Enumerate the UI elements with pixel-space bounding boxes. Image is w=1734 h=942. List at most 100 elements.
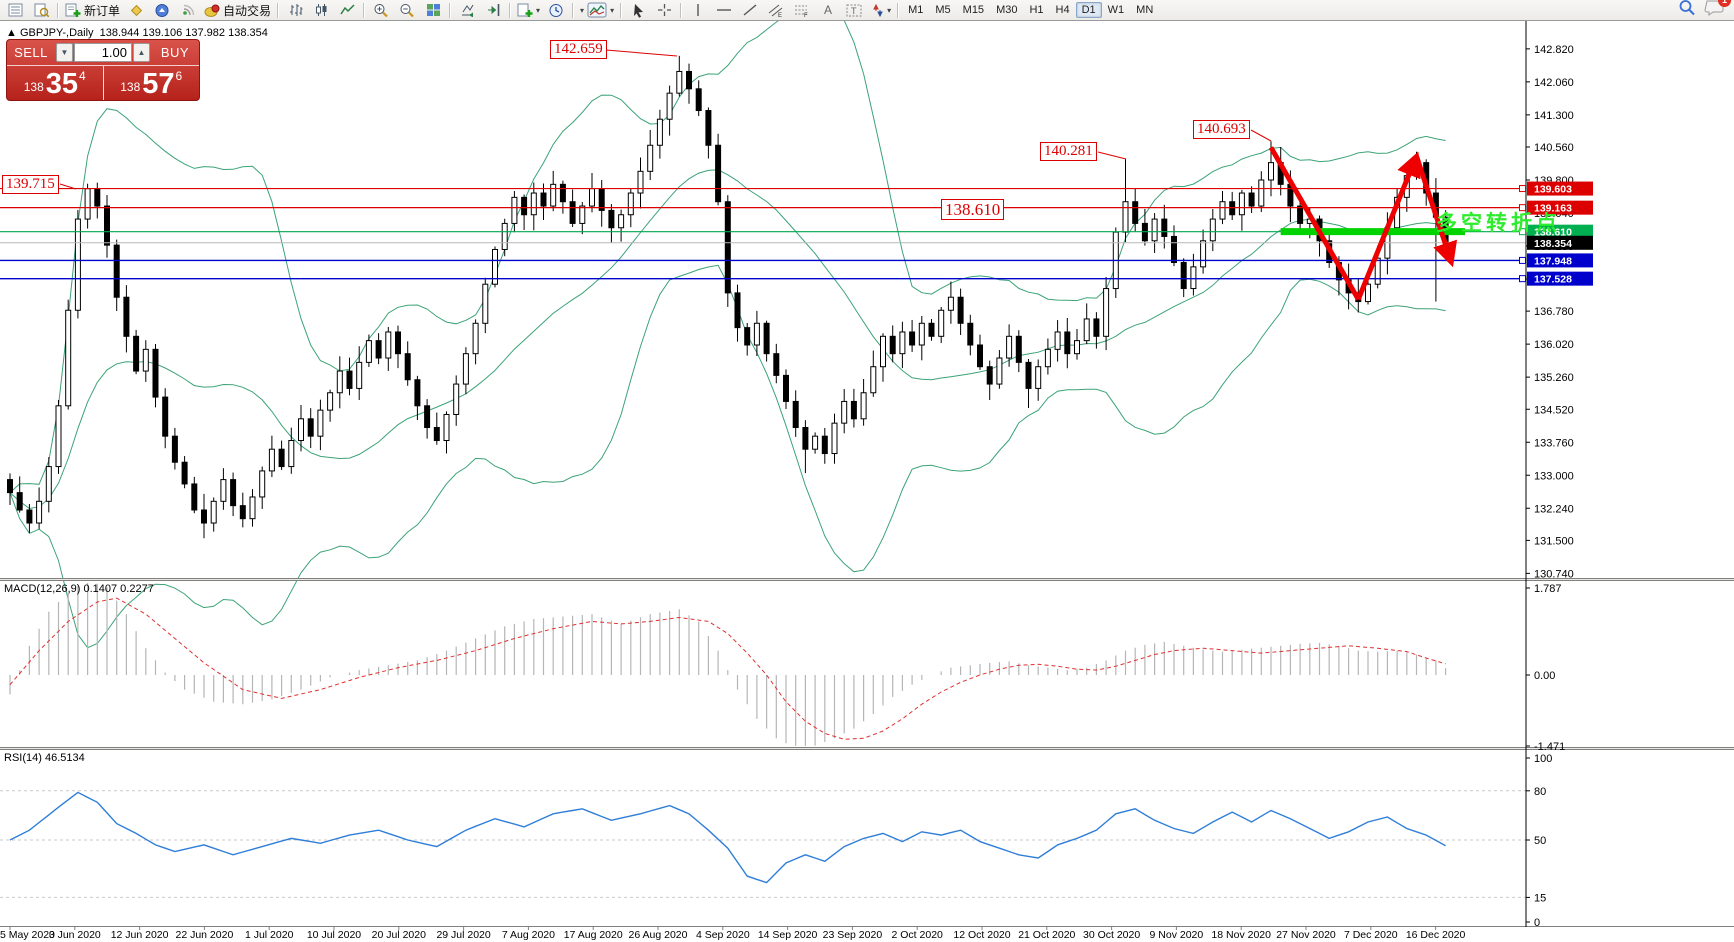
candlestick-icon (314, 3, 329, 17)
candle-body (744, 327, 751, 346)
svg-text:F: F (804, 13, 808, 18)
candle-body (918, 322, 925, 346)
timeframe-m15[interactable]: M15 (962, 4, 985, 16)
rsi-indicator-label: RSI(14) 46.5134 (4, 752, 85, 764)
time-axis-label: 12 Oct 2020 (953, 929, 1010, 941)
time-axis-label: 18 Nov 2020 (1211, 929, 1271, 941)
buy-button[interactable]: BUY (160, 45, 190, 60)
candle-body (7, 479, 13, 494)
new-order-button[interactable]: 新订单 (62, 0, 123, 21)
toolbar-separator (509, 2, 512, 18)
timeframe-m1[interactable]: M1 (908, 4, 924, 16)
candle-body (1171, 235, 1177, 263)
candle-body (414, 379, 421, 407)
text-a-icon: A (822, 3, 834, 17)
candle-body (1238, 192, 1245, 216)
toolbar-separator (572, 2, 575, 18)
price-label-142659[interactable]: 142.659 (550, 40, 607, 59)
timeframe-d1[interactable]: D1 (1075, 2, 1102, 18)
candle-body (996, 357, 1003, 385)
buy-price-button[interactable]: 138 57 6 (104, 66, 200, 100)
fibonacci-tool-button[interactable]: F (789, 0, 815, 21)
timeframe-h1[interactable]: H1 (1029, 4, 1044, 16)
text-tool-button[interactable]: A (815, 0, 841, 21)
candle-body (1064, 331, 1071, 355)
new-chart-button[interactable]: ▾ (514, 0, 543, 21)
candle-body (1365, 283, 1371, 303)
volume-increase-button[interactable]: ▲ (133, 43, 150, 62)
timeframe-h4[interactable]: H4 (1055, 4, 1070, 16)
price-label-138610[interactable]: 138.610 (941, 199, 1005, 220)
chevron-down-icon: ▾ (580, 5, 585, 15)
candle-body (113, 244, 120, 298)
auto-scroll-button[interactable] (454, 0, 480, 21)
time-axis-label: 27 Nov 2020 (1276, 929, 1336, 941)
period-clock-button[interactable] (543, 0, 569, 21)
candle-body (453, 383, 460, 415)
candle-body (559, 183, 566, 203)
timeframe-m5[interactable]: M5 (935, 4, 951, 16)
toolbar-separator (897, 2, 900, 18)
rsi-axis-tick-label: 80 (1534, 786, 1546, 798)
price-label-140281[interactable]: 140.281 (1040, 142, 1097, 161)
candle-body (36, 500, 43, 524)
sell-button[interactable]: SELL (14, 45, 48, 60)
time-axis-label: 2 Oct 2020 (892, 929, 944, 941)
signals-button[interactable] (175, 0, 201, 21)
new-order-icon (65, 3, 81, 18)
time-axis-label: 17 Aug 2020 (564, 929, 623, 941)
publish-button[interactable] (149, 0, 175, 21)
price-axis-tick-label: 130.740 (1534, 568, 1574, 580)
time-axis-label: 9 Nov 2020 (1150, 929, 1204, 941)
time-axis-label: 7 Aug 2020 (502, 929, 555, 941)
label-connector (59, 183, 77, 190)
sell-price-button[interactable]: 138 35 4 (7, 66, 103, 100)
crosshair-tool-button[interactable] (651, 0, 677, 21)
cn-annotation-text[interactable]: 多空转折点 (1436, 212, 1561, 235)
trend-arrow-down-stroke (1268, 146, 1361, 301)
horizontal-line-icon (716, 3, 732, 17)
line-chart-mode-button[interactable] (334, 0, 360, 21)
search-icon[interactable] (1678, 0, 1696, 21)
price-axis-tick-label: 134.520 (1534, 404, 1574, 416)
market-watch-button[interactable] (2, 0, 28, 21)
chart-area[interactable]: ▲ GBPJPY-,Daily 138.944 139.106 137.982 … (0, 21, 1734, 942)
horizontal-line-tool-button[interactable] (711, 0, 737, 21)
cursor-tool-button[interactable] (625, 0, 651, 21)
vertical-line-icon (693, 3, 703, 17)
rsi-line (9, 791, 1446, 884)
data-window-button[interactable] (28, 0, 54, 21)
text-label-tool-button[interactable]: T (841, 0, 867, 21)
candle-body (569, 201, 576, 224)
styler-button[interactable] (123, 0, 149, 21)
candle-body (521, 196, 528, 216)
volume-input[interactable]: 1.00 (74, 43, 132, 62)
candle-body (336, 370, 343, 394)
zoom-in-button[interactable] (368, 0, 394, 21)
trendline-tool-button[interactable] (737, 0, 763, 21)
collapse-arrow-icon[interactable]: ▲ (6, 27, 17, 39)
zoom-out-button[interactable] (394, 0, 420, 21)
vertical-line-tool-button[interactable] (685, 0, 711, 21)
channel-tool-button[interactable]: E (763, 0, 789, 21)
notifications-button[interactable]: 1 (1704, 0, 1731, 21)
price-label-140693[interactable]: 140.693 (1193, 120, 1250, 139)
arrows-tool-button[interactable]: ▾ (867, 0, 894, 21)
tile-windows-button[interactable] (420, 0, 446, 21)
auto-trading-button[interactable]: 自动交易 (201, 0, 274, 21)
time-axis-label: 29 Jul 2020 (436, 929, 490, 941)
price-axis-tick-label: 132.240 (1534, 503, 1574, 515)
price-label-139715[interactable]: 139.715 (2, 175, 59, 194)
chart-canvas[interactable]: 142.820142.060141.300140.560139.800139.0… (0, 21, 1734, 942)
candlestick-mode-button[interactable] (308, 0, 334, 21)
timeframe-m30[interactable]: M30 (996, 4, 1018, 16)
candle-body (433, 426, 440, 442)
price-axis-tick-label: 136.020 (1534, 339, 1574, 351)
profiles-button[interactable]: ▾ ▾ (577, 0, 617, 21)
timeframe-mn[interactable]: MN (1136, 4, 1154, 16)
timeframe-w1[interactable]: W1 (1107, 4, 1125, 16)
volume-decrease-button[interactable]: ▼ (56, 43, 73, 62)
bar-chart-mode-button[interactable] (282, 0, 308, 21)
candle-body (608, 209, 615, 229)
chart-shift-button[interactable] (480, 0, 506, 21)
